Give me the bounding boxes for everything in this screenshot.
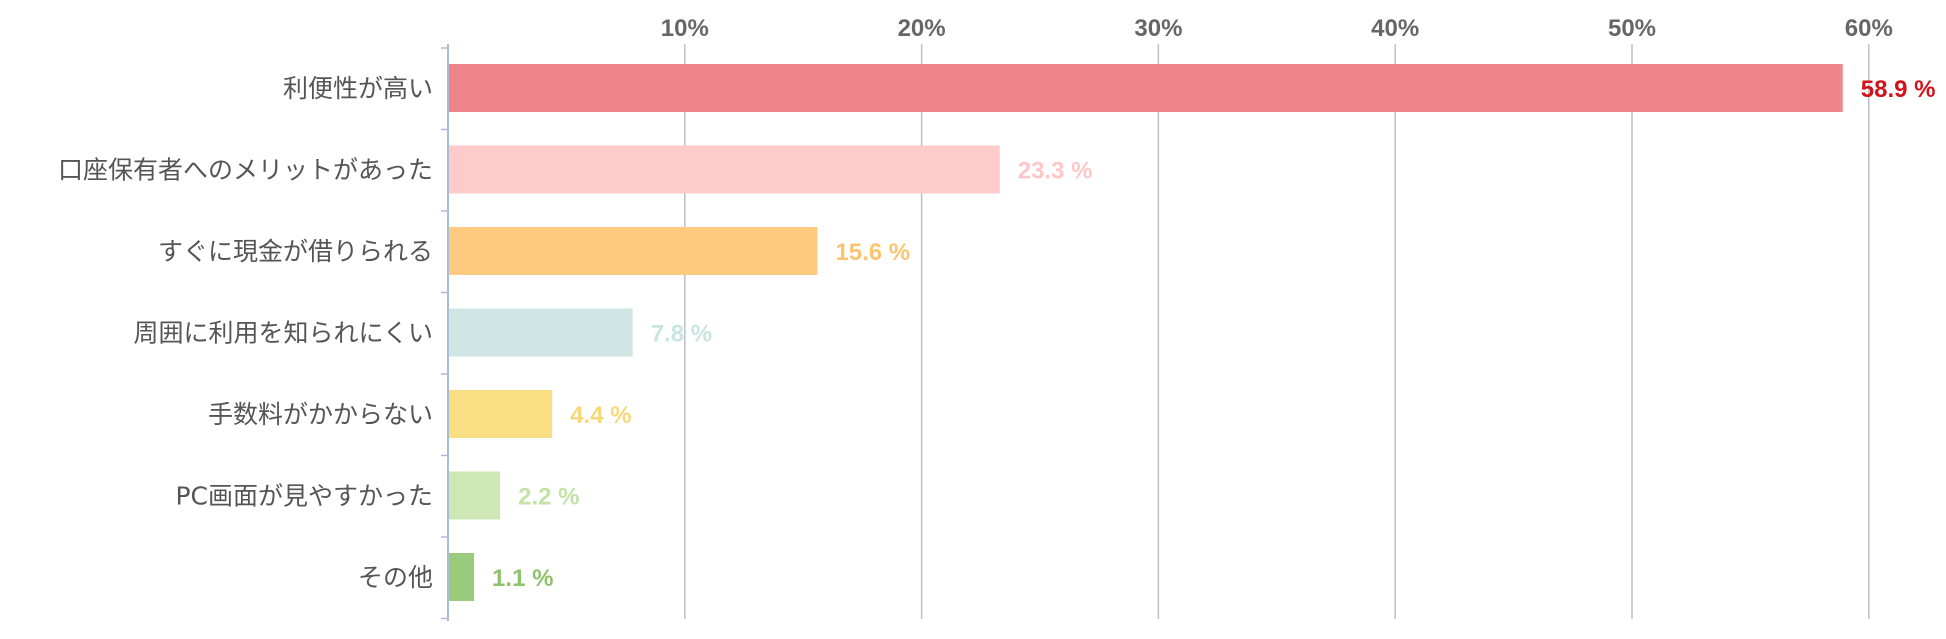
x-tick-label: 30% (1134, 15, 1182, 42)
x-tick-label: 40% (1371, 15, 1419, 42)
value-label: 1.1 % (492, 565, 553, 592)
y-axis-category-labels: 利便性が高い口座保有者へのメリットがあったすぐに現金が借りられる周囲に利用を知ら… (58, 74, 433, 592)
value-label: 15.6 % (835, 239, 910, 266)
bar-3 (448, 308, 633, 357)
category-label: 手数料がかからない (208, 400, 433, 429)
bar-2 (448, 227, 818, 275)
category-label: 利便性が高い (283, 74, 433, 103)
category-label: すぐに現金が借りられる (158, 237, 433, 266)
category-label: 周囲に利用を知られにくい (133, 319, 433, 348)
x-tick-label: 50% (1608, 15, 1656, 42)
value-label: 4.4 % (570, 402, 631, 429)
x-axis-ticks: 10% 20% 30% 40% 50% 60% (661, 15, 1893, 42)
x-tick-label: 20% (898, 15, 946, 42)
bar-6 (448, 553, 475, 601)
value-label: 23.3 % (1018, 158, 1093, 185)
bar-0 (448, 64, 1843, 112)
category-label: PC画面が見やすかった (175, 482, 433, 511)
value-labels: 58.9 % 23.3 % 15.6 % 7.8 % 4.4 % 2.2 % 1.1 % (492, 76, 1935, 592)
bar-1 (448, 145, 1000, 194)
bars (448, 64, 1843, 601)
bar-4 (448, 390, 553, 438)
x-tick-label: 60% (1845, 15, 1893, 42)
value-label: 2.2 % (518, 484, 579, 511)
bar-5 (448, 471, 501, 520)
category-label: 口座保有者へのメリットがあった (58, 156, 433, 185)
y-axis (441, 44, 449, 621)
value-label: 7.8 % (651, 321, 712, 348)
x-tick-label: 10% (661, 15, 709, 42)
value-label: 58.9 % (1861, 76, 1936, 103)
category-label: その他 (358, 563, 433, 592)
grid-layer (684, 44, 1870, 619)
